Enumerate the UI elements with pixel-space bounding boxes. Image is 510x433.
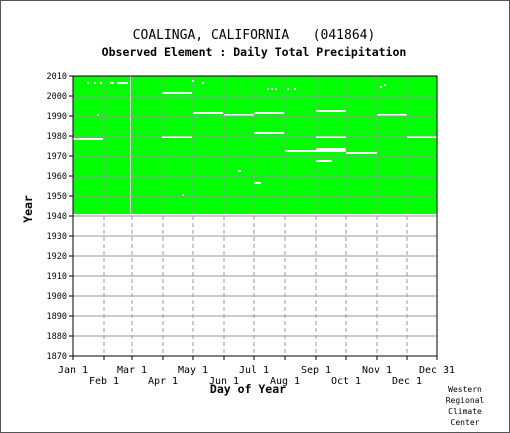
x-tick-label: Jan 1 xyxy=(58,365,88,376)
y-tick-label: 1870 xyxy=(47,352,67,362)
missing-segment xyxy=(316,160,332,162)
missing-day xyxy=(271,88,273,90)
missing-day xyxy=(275,88,277,90)
missing-day xyxy=(94,82,96,84)
missing-day xyxy=(202,82,204,84)
data-coverage-layer xyxy=(73,76,437,214)
y-tick-label: 1930 xyxy=(47,232,67,242)
grid-lines xyxy=(73,76,437,356)
x-axis-label: Day of Year xyxy=(210,382,286,396)
missing-segment xyxy=(316,148,346,150)
credit-line-4: Center xyxy=(450,418,480,427)
wrcc-credit: Western Regional Climate Center xyxy=(435,384,495,428)
missing-day xyxy=(87,82,89,84)
y-tick-label: 1920 xyxy=(47,252,67,262)
missing-segment xyxy=(193,112,223,114)
x-tick-label: May 1 xyxy=(178,365,208,376)
y-tick-label: 1990 xyxy=(47,112,67,122)
y-tick-label: 2000 xyxy=(47,92,67,102)
credit-line-2: Regional xyxy=(445,396,485,405)
missing-segment xyxy=(407,136,438,138)
y-tick-label: 1910 xyxy=(47,272,67,282)
missing-data-layer xyxy=(73,76,438,214)
missing-segment xyxy=(238,170,241,172)
missing-segment xyxy=(377,114,407,116)
missing-day xyxy=(112,82,114,84)
missing-segment xyxy=(254,182,261,184)
y-tick-label: 1980 xyxy=(47,132,67,142)
missing-segment xyxy=(162,92,192,94)
chart-title: COALINGA, CALIFORNIA (041864) xyxy=(133,28,376,43)
credit-line-1: Western xyxy=(448,385,482,394)
x-tick-label: Aug 1 xyxy=(270,376,300,387)
missing-segment xyxy=(117,82,128,84)
x-tick-labels: Jan 1 Mar 1 May 1 Jul 1 Sep 1 Nov 1 Dec 31 Feb … xyxy=(58,356,455,387)
missing-segment xyxy=(254,132,284,134)
missing-day-column xyxy=(130,76,131,214)
y-tick-labels: 1870 1880 1890 1900 1910 1920 1930 1940 1950 1960… xyxy=(47,72,73,362)
y-tick-label: 1970 xyxy=(47,152,67,162)
x-tick-label: Mar 1 xyxy=(117,365,147,376)
coverage-block xyxy=(73,76,437,214)
missing-day xyxy=(182,194,184,196)
missing-segment xyxy=(162,136,192,138)
x-tick-label: Sep 1 xyxy=(301,365,331,376)
missing-day xyxy=(267,88,269,90)
y-tick-label: 1900 xyxy=(47,292,67,302)
x-tick-label: Dec 1 xyxy=(392,376,422,387)
credit-line-3: Climate xyxy=(448,407,482,416)
x-tick-label: Jul 1 xyxy=(239,365,269,376)
y-axis-label: Year xyxy=(21,195,35,223)
y-tick-label: 2010 xyxy=(47,72,67,82)
missing-day xyxy=(380,86,382,88)
y-tick-label: 1960 xyxy=(47,172,67,182)
missing-day xyxy=(384,84,386,86)
y-tick-label: 1890 xyxy=(47,312,67,322)
missing-day xyxy=(110,82,112,84)
x-tick-label: Apr 1 xyxy=(148,376,178,387)
x-tick-label: Oct 1 xyxy=(331,376,361,387)
missing-segment xyxy=(316,110,346,112)
missing-segment xyxy=(254,112,284,114)
missing-day xyxy=(100,82,102,84)
x-tick-label: Dec 31 xyxy=(419,365,455,376)
x-tick-label: Feb 1 xyxy=(89,376,119,387)
x-tick-label: Nov 1 xyxy=(362,365,392,376)
missing-segment xyxy=(224,114,254,116)
missing-segment xyxy=(316,136,346,138)
y-tick-label: 1940 xyxy=(47,212,67,222)
y-tick-label: 1950 xyxy=(47,192,67,202)
missing-segment xyxy=(316,150,346,152)
missing-segment xyxy=(346,152,377,154)
missing-segment xyxy=(285,150,316,152)
y-tick-label: 1880 xyxy=(47,332,67,342)
missing-day xyxy=(294,88,296,90)
missing-day xyxy=(97,114,99,116)
x-tick-label: Jun 1 xyxy=(209,376,239,387)
missing-day xyxy=(192,80,194,82)
missing-day xyxy=(287,88,289,90)
missing-segment xyxy=(73,138,103,140)
chart-subtitle: Observed Element : Daily Total Precipita… xyxy=(102,45,407,59)
